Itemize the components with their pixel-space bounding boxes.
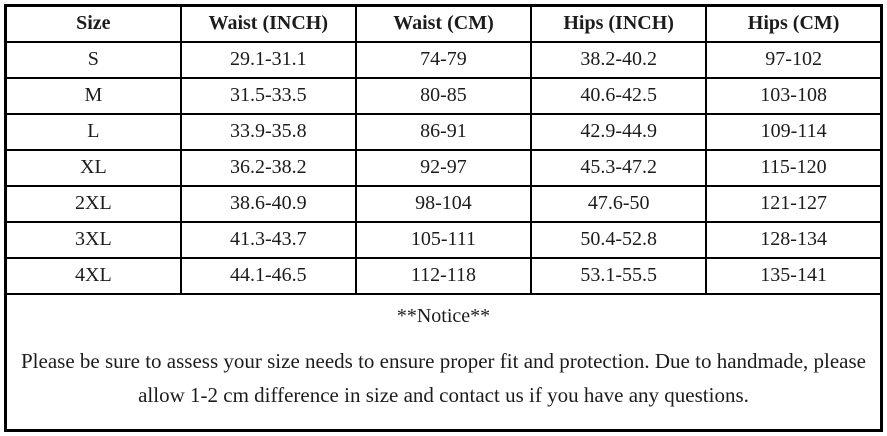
- cell-waist-inch: 29.1-31.1: [179, 40, 357, 79]
- cell-size: S: [4, 40, 182, 79]
- table-row-xl: XL 36.2-38.2 92-97 45.3-47.2 115-120: [4, 148, 883, 187]
- cell-hips-inch: 42.9-44.9: [530, 112, 708, 151]
- cell-waist-inch: 41.3-43.7: [179, 220, 357, 259]
- notice-body: Please be sure to assess your size needs…: [21, 348, 866, 408]
- cell-hips-cm: 109-114: [705, 112, 883, 151]
- cell-size: M: [4, 76, 182, 115]
- header-row: Size Waist (INCH) Waist (CM) Hips (INCH)…: [4, 4, 883, 43]
- size-chart: Size Waist (INCH) Waist (CM) Hips (INCH)…: [4, 4, 883, 432]
- cell-hips-cm: 103-108: [705, 76, 883, 115]
- table-row-s: S 29.1-31.1 74-79 38.2-40.2 97-102: [4, 40, 883, 79]
- notice-row: **Notice** Please be sure to assess your…: [4, 292, 883, 432]
- cell-hips-inch: 45.3-47.2: [530, 148, 708, 187]
- cell-size: 4XL: [4, 256, 182, 295]
- cell-hips-cm: 115-120: [705, 148, 883, 187]
- header-size: Size: [4, 4, 182, 43]
- notice-title: **Notice**: [396, 304, 491, 327]
- cell-waist-inch: 33.9-35.8: [179, 112, 357, 151]
- table-row-l: L 33.9-35.8 86-91 42.9-44.9 109-114: [4, 112, 883, 151]
- size-chart-body: S 29.1-31.1 74-79 38.2-40.2 97-102 M 31.…: [4, 40, 883, 432]
- cell-waist-cm: 80-85: [354, 76, 533, 115]
- header-waist-inch: Waist (INCH): [179, 4, 357, 43]
- table-row-2xl: 2XL 38.6-40.9 98-104 47.6-50 121-127: [4, 184, 883, 223]
- cell-hips-inch: 38.2-40.2: [530, 40, 708, 79]
- notice-section: **Notice** Please be sure to assess your…: [4, 292, 883, 432]
- cell-waist-cm: 105-111: [354, 220, 533, 259]
- table-row-3xl: 3XL 41.3-43.7 105-111 50.4-52.8 128-134: [4, 220, 883, 259]
- cell-size: 2XL: [4, 184, 182, 223]
- cell-waist-inch: 38.6-40.9: [179, 184, 357, 223]
- cell-hips-cm: 121-127: [705, 184, 883, 223]
- header-hips-cm: Hips (CM): [705, 4, 883, 43]
- size-chart-header: Size Waist (INCH) Waist (CM) Hips (INCH)…: [4, 4, 883, 43]
- cell-hips-inch: 40.6-42.5: [530, 76, 708, 115]
- size-chart-table: Size Waist (INCH) Waist (CM) Hips (INCH)…: [4, 4, 883, 432]
- table-row-m: M 31.5-33.5 80-85 40.6-42.5 103-108: [4, 76, 883, 115]
- cell-size: XL: [4, 148, 182, 187]
- header-hips-inch: Hips (INCH): [530, 4, 708, 43]
- header-waist-cm: Waist (CM): [354, 4, 533, 43]
- cell-waist-inch: 36.2-38.2: [179, 148, 357, 187]
- cell-hips-cm: 97-102: [705, 40, 883, 79]
- cell-size: L: [4, 112, 182, 151]
- cell-waist-inch: 44.1-46.5: [179, 256, 357, 295]
- cell-waist-cm: 98-104: [354, 184, 533, 223]
- cell-size: 3XL: [4, 220, 182, 259]
- cell-hips-cm: 135-141: [705, 256, 883, 295]
- cell-hips-inch: 50.4-52.8: [530, 220, 708, 259]
- cell-hips-cm: 128-134: [705, 220, 883, 259]
- table-row-4xl: 4XL 44.1-46.5 112-118 53.1-55.5 135-141: [4, 256, 883, 295]
- cell-waist-cm: 112-118: [354, 256, 533, 295]
- cell-waist-cm: 86-91: [354, 112, 533, 151]
- cell-hips-inch: 53.1-55.5: [530, 256, 708, 295]
- cell-hips-inch: 47.6-50: [530, 184, 708, 223]
- cell-waist-inch: 31.5-33.5: [179, 76, 357, 115]
- cell-waist-cm: 92-97: [354, 148, 533, 187]
- cell-waist-cm: 74-79: [354, 40, 533, 79]
